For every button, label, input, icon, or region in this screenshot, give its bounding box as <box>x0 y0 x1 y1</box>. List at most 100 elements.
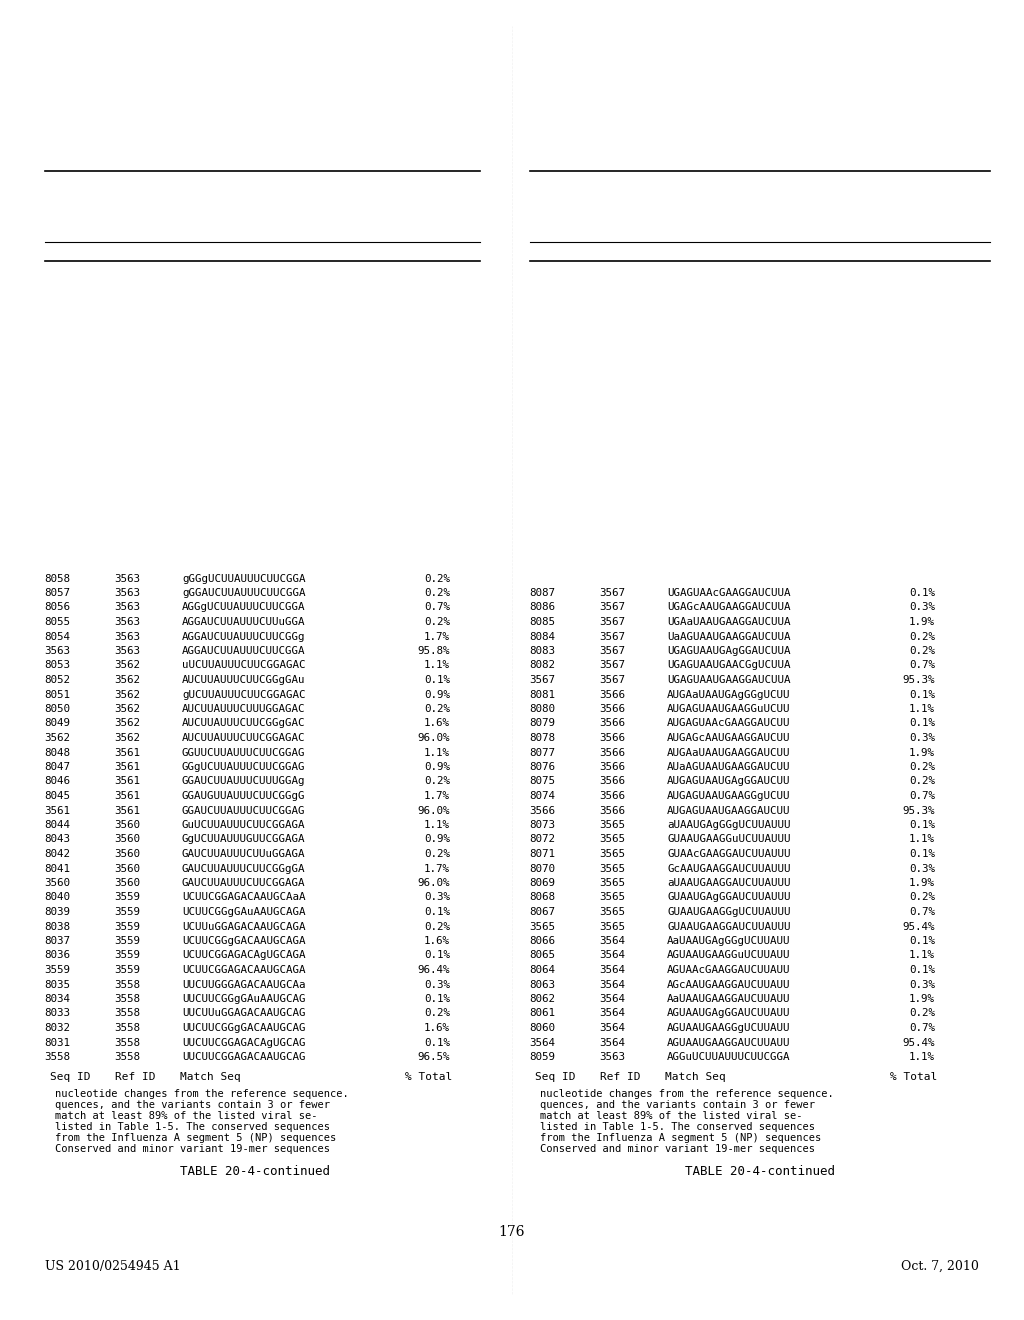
Text: 95.4%: 95.4% <box>902 1038 935 1048</box>
Text: 8044: 8044 <box>44 820 70 830</box>
Text: 0.1%: 0.1% <box>909 965 935 975</box>
Text: 3564: 3564 <box>599 936 625 946</box>
Text: nucleotide changes from the reference sequence.: nucleotide changes from the reference se… <box>540 1089 834 1100</box>
Text: 3562: 3562 <box>114 689 140 700</box>
Text: 0.3%: 0.3% <box>909 863 935 874</box>
Text: TABLE 20-4-continued: TABLE 20-4-continued <box>685 1166 835 1177</box>
Text: GUAAcGAAGGAUCUUAUUU: GUAAcGAAGGAUCUUAUUU <box>667 849 791 859</box>
Text: 1.7%: 1.7% <box>424 791 450 801</box>
Text: 8070: 8070 <box>529 863 555 874</box>
Text: 3563: 3563 <box>114 587 140 598</box>
Text: 96.5%: 96.5% <box>418 1052 450 1063</box>
Text: AaUAAUGAgGGgUCUUAUU: AaUAAUGAgGGgUCUUAUU <box>667 936 791 946</box>
Text: UUCUUCGGgGAuAAUGCAG: UUCUUCGGgGAuAAUGCAG <box>182 994 305 1005</box>
Text: 3567: 3567 <box>599 660 625 671</box>
Text: 3560: 3560 <box>114 834 140 845</box>
Text: listed in Table 1-5. The conserved sequences: listed in Table 1-5. The conserved seque… <box>540 1122 815 1133</box>
Text: UUCUUCGGAGACAgUGCAG: UUCUUCGGAGACAgUGCAG <box>182 1038 305 1048</box>
Text: 1.1%: 1.1% <box>424 820 450 830</box>
Text: 0.2%: 0.2% <box>424 587 450 598</box>
Text: 3562: 3562 <box>114 660 140 671</box>
Text: 8084: 8084 <box>529 631 555 642</box>
Text: match at least 89% of the listed viral se-: match at least 89% of the listed viral s… <box>55 1111 317 1121</box>
Text: 1.1%: 1.1% <box>424 747 450 758</box>
Text: 0.2%: 0.2% <box>424 921 450 932</box>
Text: 3561: 3561 <box>114 791 140 801</box>
Text: 3558: 3558 <box>114 979 140 990</box>
Text: AUGAaUAAUGAgGGgUCUU: AUGAaUAAUGAgGGgUCUU <box>667 689 791 700</box>
Text: AGUAAUGAAGGuUCUUAUU: AGUAAUGAAGGuUCUUAUU <box>667 950 791 961</box>
Text: UGAGUAAUGAACGgUCUUA: UGAGUAAUGAACGgUCUUA <box>667 660 791 671</box>
Text: 8049: 8049 <box>44 718 70 729</box>
Text: UGAGcAAUGAAGGAUCUUA: UGAGcAAUGAAGGAUCUUA <box>667 602 791 612</box>
Text: 3561: 3561 <box>114 762 140 772</box>
Text: 3560: 3560 <box>44 878 70 888</box>
Text: 8055: 8055 <box>44 616 70 627</box>
Text: % Total: % Total <box>406 1072 453 1082</box>
Text: AGUAAcGAAGGAUCUUAUU: AGUAAcGAAGGAUCUUAUU <box>667 965 791 975</box>
Text: 0.1%: 0.1% <box>424 1038 450 1048</box>
Text: 3559: 3559 <box>114 950 140 961</box>
Text: 0.1%: 0.1% <box>424 675 450 685</box>
Text: 1.9%: 1.9% <box>909 994 935 1005</box>
Text: 95.3%: 95.3% <box>902 805 935 816</box>
Text: 0.9%: 0.9% <box>424 834 450 845</box>
Text: 96.4%: 96.4% <box>418 965 450 975</box>
Text: 3559: 3559 <box>44 965 70 975</box>
Text: 0.1%: 0.1% <box>424 950 450 961</box>
Text: 8045: 8045 <box>44 791 70 801</box>
Text: UCUUCGGAGACAgUGCAGA: UCUUCGGAGACAgUGCAGA <box>182 950 305 961</box>
Text: 3564: 3564 <box>529 1038 555 1048</box>
Text: 3567: 3567 <box>599 587 625 598</box>
Text: 8047: 8047 <box>44 762 70 772</box>
Text: 8032: 8032 <box>44 1023 70 1034</box>
Text: AGUAAUGAAGGAUCUUAUU: AGUAAUGAAGGAUCUUAUU <box>667 1038 791 1048</box>
Text: 1.1%: 1.1% <box>424 660 450 671</box>
Text: 176: 176 <box>499 1225 525 1239</box>
Text: 95.3%: 95.3% <box>902 675 935 685</box>
Text: 3561: 3561 <box>44 805 70 816</box>
Text: 8060: 8060 <box>529 1023 555 1034</box>
Text: 8038: 8038 <box>44 921 70 932</box>
Text: GgUCUUAUUUGUUCGGAGA: GgUCUUAUUUGUUCGGAGA <box>182 834 305 845</box>
Text: AGGAUCUUAUUUCUUCGGg: AGGAUCUUAUUUCUUCGGg <box>182 631 305 642</box>
Text: 3562: 3562 <box>114 675 140 685</box>
Text: 8058: 8058 <box>44 573 70 583</box>
Text: 8054: 8054 <box>44 631 70 642</box>
Text: 0.2%: 0.2% <box>909 645 935 656</box>
Text: 3564: 3564 <box>599 1023 625 1034</box>
Text: GcAAUGAAGGAUCUUAUUU: GcAAUGAAGGAUCUUAUUU <box>667 863 791 874</box>
Text: 3565: 3565 <box>529 921 555 932</box>
Text: 8034: 8034 <box>44 994 70 1005</box>
Text: listed in Table 1-5. The conserved sequences: listed in Table 1-5. The conserved seque… <box>55 1122 330 1133</box>
Text: AGGAUCUUAUUUCUUuGGA: AGGAUCUUAUUUCUUuGGA <box>182 616 305 627</box>
Text: 1.6%: 1.6% <box>424 936 450 946</box>
Text: 3558: 3558 <box>44 1052 70 1063</box>
Text: 0.1%: 0.1% <box>424 907 450 917</box>
Text: UUCUUCGGAGACAAUGCAG: UUCUUCGGAGACAAUGCAG <box>182 1052 305 1063</box>
Text: 3565: 3565 <box>599 863 625 874</box>
Text: 3563: 3563 <box>114 602 140 612</box>
Text: Conserved and minor variant 19-mer sequences: Conserved and minor variant 19-mer seque… <box>55 1144 330 1154</box>
Text: UUCUUCGGgGACAAUGCAG: UUCUUCGGgGACAAUGCAG <box>182 1023 305 1034</box>
Text: 3566: 3566 <box>599 718 625 729</box>
Text: 0.2%: 0.2% <box>909 1008 935 1019</box>
Text: 8037: 8037 <box>44 936 70 946</box>
Text: 3561: 3561 <box>114 805 140 816</box>
Text: 1.1%: 1.1% <box>909 1052 935 1063</box>
Text: 8053: 8053 <box>44 660 70 671</box>
Text: 3565: 3565 <box>599 892 625 903</box>
Text: 3561: 3561 <box>114 776 140 787</box>
Text: 3567: 3567 <box>599 616 625 627</box>
Text: 0.3%: 0.3% <box>909 733 935 743</box>
Text: AUGAGUAAUGAAGGAUCUU: AUGAGUAAUGAAGGAUCUU <box>667 805 791 816</box>
Text: GGAUGUUAUUUCUUCGGgG: GGAUGUUAUUUCUUCGGgG <box>182 791 305 801</box>
Text: 3558: 3558 <box>114 1052 140 1063</box>
Text: 3564: 3564 <box>599 1008 625 1019</box>
Text: 0.1%: 0.1% <box>909 820 935 830</box>
Text: 3567: 3567 <box>529 675 555 685</box>
Text: 1.7%: 1.7% <box>424 863 450 874</box>
Text: 0.9%: 0.9% <box>424 689 450 700</box>
Text: TABLE 20-4-continued: TABLE 20-4-continued <box>180 1166 330 1177</box>
Text: 96.0%: 96.0% <box>418 805 450 816</box>
